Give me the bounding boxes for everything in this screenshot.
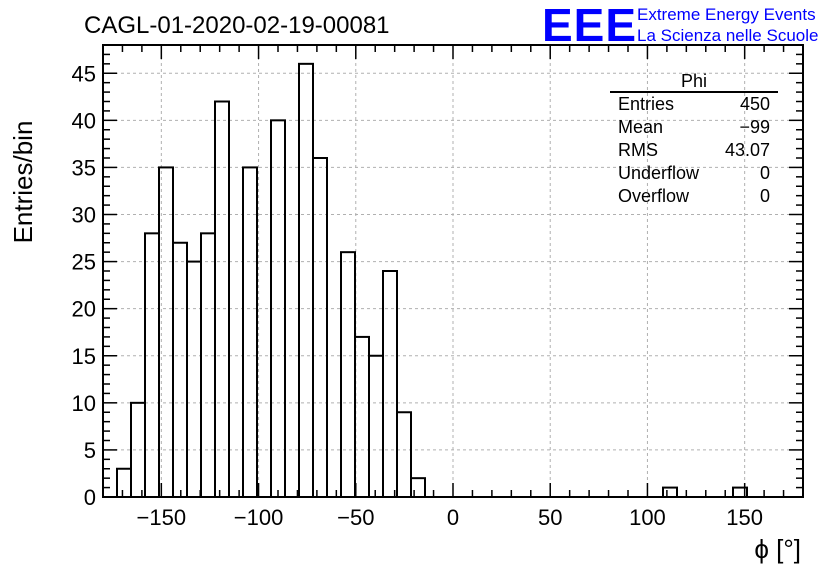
y-tick-labels: 0 5 10 15 20 25 30 35 40 45 xyxy=(72,61,96,510)
histogram-bin xyxy=(368,354,384,498)
histogram-bin xyxy=(354,335,370,498)
histogram-bin xyxy=(662,486,678,499)
y-axis-label: Entries/bin xyxy=(8,121,38,244)
x-axis-label: ϕ [°] xyxy=(754,534,801,564)
histogram-bin xyxy=(116,467,132,498)
logo-line-1: Extreme Energy Events xyxy=(637,5,816,24)
logo-line-2: La Scienza nelle Scuole xyxy=(637,26,818,45)
stats-rows: Entries 450 Mean −99 RMS 43.07 Underflow 0 Overf… xyxy=(618,94,770,206)
y-tick-label: 40 xyxy=(72,108,96,133)
x-tick-labels: −150 −100 −50 0 50 100 150 xyxy=(137,505,763,530)
histogram-bin xyxy=(382,270,398,498)
stats-value: −99 xyxy=(739,117,770,137)
grid xyxy=(103,45,803,497)
histogram-bin xyxy=(186,260,202,499)
y-tick-label: 5 xyxy=(84,438,96,463)
histogram-bin xyxy=(144,232,160,498)
stats-value: 43.07 xyxy=(725,140,770,160)
stats-value: 0 xyxy=(760,186,770,206)
stats-value: 450 xyxy=(740,94,770,114)
histogram-bin xyxy=(410,477,426,498)
y-tick-label: 15 xyxy=(72,344,96,369)
histogram-bin xyxy=(200,232,216,498)
x-tick-label: 0 xyxy=(447,505,459,530)
y-tick-label: 20 xyxy=(72,297,96,322)
stats-title: Phi xyxy=(681,71,707,91)
stats-box: Phi Entries 450 Mean −99 RMS 43.07 Underflow 0 O… xyxy=(610,71,778,206)
stats-label: Overflow xyxy=(618,186,690,206)
histogram-bin xyxy=(340,251,356,498)
stats-label: Entries xyxy=(618,94,674,114)
eee-logo: EEE Extreme Energy Events La Scienza nel… xyxy=(542,0,818,51)
y-tick-label: 10 xyxy=(72,391,96,416)
x-tick-label: 150 xyxy=(726,505,763,530)
x-tick-label: −100 xyxy=(234,505,284,530)
histogram-bin xyxy=(242,166,258,499)
histogram-bin xyxy=(298,62,314,498)
chart-title: CAGL-01-2020-02-19-00081 xyxy=(84,12,390,39)
stats-label: RMS xyxy=(618,140,658,160)
histogram-bin xyxy=(214,100,230,498)
stats-label: Underflow xyxy=(618,163,700,183)
eee-logo-letters: EEE xyxy=(542,0,637,51)
x-tick-label: 100 xyxy=(629,505,666,530)
x-tick-label: −50 xyxy=(337,505,374,530)
stats-value: 0 xyxy=(760,163,770,183)
x-tick-label: 50 xyxy=(538,505,562,530)
histogram-bin xyxy=(312,157,328,498)
x-tick-label: −150 xyxy=(137,505,187,530)
y-tick-label: 35 xyxy=(72,155,96,180)
y-tick-label: 30 xyxy=(72,203,96,228)
stats-label: Mean xyxy=(618,117,663,137)
axes-frame xyxy=(102,44,804,498)
y-tick-label: 0 xyxy=(84,485,96,510)
y-tick-label: 45 xyxy=(72,61,96,86)
y-tick-label: 25 xyxy=(72,250,96,275)
histogram-bin xyxy=(396,411,412,498)
histogram-bin xyxy=(172,241,188,498)
